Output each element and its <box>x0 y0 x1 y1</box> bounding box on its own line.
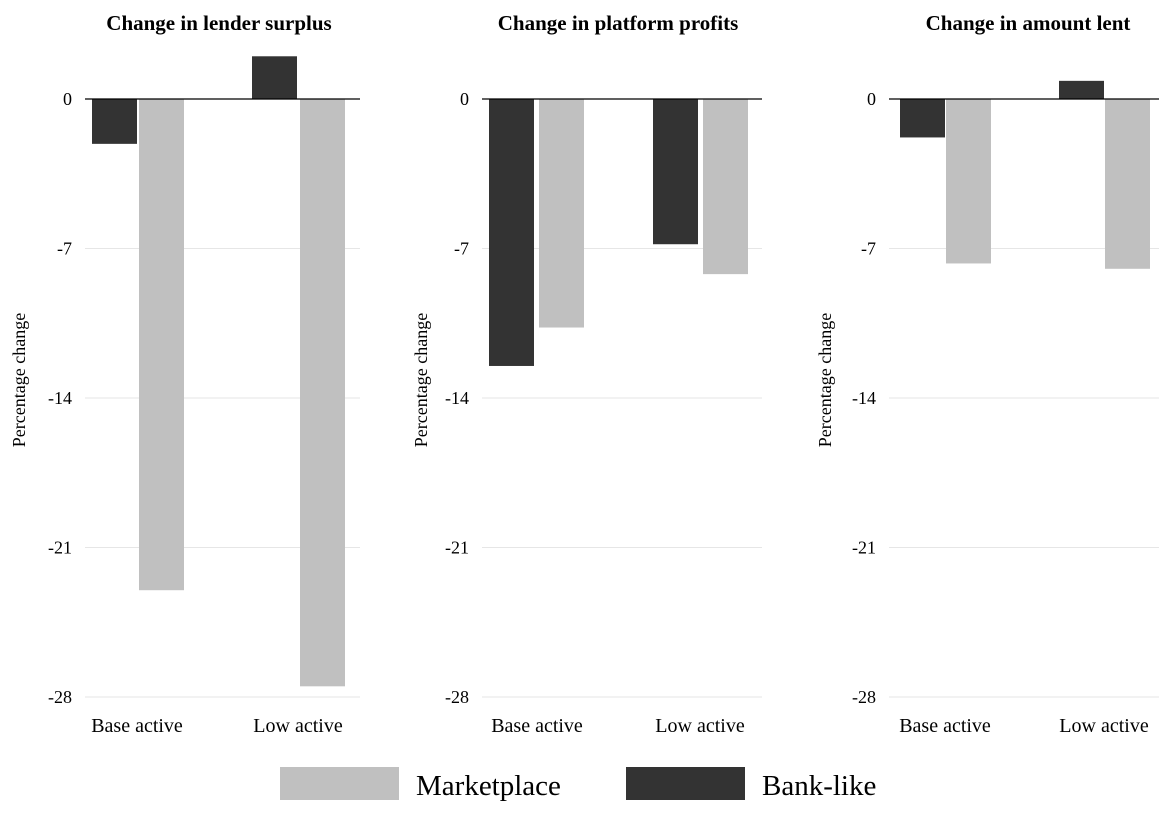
chart-panel-2: 0 -7 -14 -21 -28 Base active Low active Change … <box>411 11 762 737</box>
y-tick-label: -7 <box>57 238 72 258</box>
chart-panel-1: 0 -7 -14 -21 -28 Base active Low active Change … <box>9 11 360 737</box>
y-tick-label: 0 <box>63 89 72 109</box>
bar-bank-like-low-active <box>1059 80 1104 99</box>
y-tick-label: 0 <box>460 89 469 109</box>
y-tick-label: -7 <box>861 238 876 258</box>
y-axis-label: Percentage change <box>411 313 431 447</box>
y-tick-label: 0 <box>867 89 876 109</box>
x-category-label: Base active <box>491 715 583 737</box>
bar-marketplace-low-active <box>703 99 748 275</box>
bar-marketplace-low-active <box>300 99 345 687</box>
legend-label-bank-like: Bank-like <box>762 770 876 802</box>
chart-panel-3: 0 -7 -14 -21 -28 Base active Low active Change … <box>815 11 1159 737</box>
bar-marketplace-base-active <box>539 99 584 328</box>
y-tick-label: -7 <box>454 238 469 258</box>
bar-bank-like-base-active <box>489 99 534 366</box>
y-tick-label: -28 <box>48 687 72 707</box>
x-category-label: Low active <box>655 715 745 737</box>
y-tick-label: -21 <box>445 537 469 557</box>
y-tick-label: -21 <box>48 537 72 557</box>
bar-marketplace-base-active <box>139 99 184 591</box>
bar-bank-like-low-active <box>653 99 698 245</box>
legend-swatch-marketplace <box>280 767 399 800</box>
y-tick-label: -14 <box>48 388 72 408</box>
x-category-label: Base active <box>91 715 183 737</box>
legend: Marketplace Bank-like <box>280 767 876 802</box>
y-tick-label: -28 <box>852 687 876 707</box>
legend-swatch-bank-like <box>626 767 745 800</box>
panel-title: Change in platform profits <box>498 11 739 35</box>
panel-title: Change in lender surplus <box>106 11 331 35</box>
bar-bank-like-base-active <box>900 99 945 138</box>
x-category-label: Low active <box>253 715 343 737</box>
x-category-label: Low active <box>1059 715 1149 737</box>
bar-marketplace-base-active <box>946 99 991 264</box>
panel-title: Change in amount lent <box>926 11 1131 35</box>
y-tick-label: -14 <box>445 388 469 408</box>
bar-bank-like-base-active <box>92 99 137 144</box>
y-axis-label: Percentage change <box>9 313 29 447</box>
bar-marketplace-low-active <box>1105 99 1150 269</box>
bar-bank-like-low-active <box>252 56 297 99</box>
y-tick-label: -14 <box>852 388 876 408</box>
y-tick-label: -28 <box>445 687 469 707</box>
legend-label-marketplace: Marketplace <box>416 770 561 802</box>
y-tick-label: -21 <box>852 537 876 557</box>
y-axis-label: Percentage change <box>815 313 835 447</box>
x-category-label: Base active <box>899 715 991 737</box>
